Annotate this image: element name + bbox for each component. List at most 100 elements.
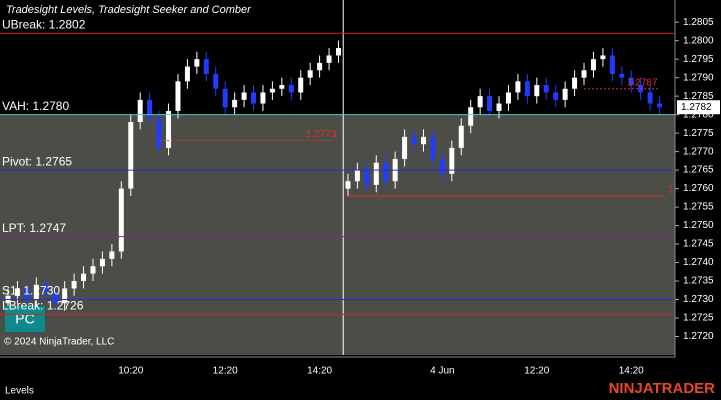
candle-body bbox=[326, 55, 332, 63]
candle-body bbox=[420, 136, 426, 145]
candle-body bbox=[109, 251, 115, 259]
candle-body bbox=[468, 107, 474, 126]
y-tick-label: 1.2755 bbox=[683, 202, 714, 213]
candle-body bbox=[156, 118, 162, 148]
candle-body bbox=[317, 62, 323, 71]
level-label: S1: 1.2730 bbox=[2, 284, 60, 298]
annotation-label: 1.2787 bbox=[627, 77, 658, 88]
copyright: © 2024 NinjaTrader, LLC bbox=[4, 337, 114, 348]
pc-button-label[interactable]: PC bbox=[15, 311, 34, 327]
candle-body bbox=[241, 92, 247, 100]
last-price-label: 1.2782 bbox=[681, 102, 712, 113]
candle-body bbox=[43, 284, 49, 293]
candle-body bbox=[336, 48, 341, 56]
candle-body bbox=[251, 92, 257, 104]
y-tick-label: 1.2785 bbox=[683, 91, 714, 102]
candle-body bbox=[581, 70, 587, 78]
level-label: Pivot: 1.2765 bbox=[2, 154, 72, 168]
x-tick-label: 14:20 bbox=[619, 366, 644, 377]
annotation-label: 1 bbox=[668, 185, 674, 196]
candle-body bbox=[147, 99, 153, 119]
annotation-label: 1.2773 bbox=[306, 129, 337, 140]
level-label: LPT: 1.2747 bbox=[2, 221, 66, 235]
candle-body bbox=[373, 162, 379, 185]
candle-body bbox=[487, 96, 493, 111]
candle-body bbox=[298, 77, 304, 93]
y-tick-label: 1.2805 bbox=[683, 17, 714, 28]
candle-body bbox=[354, 170, 360, 182]
y-tick-label: 1.2720 bbox=[683, 331, 714, 342]
candle-body bbox=[364, 170, 370, 185]
candle-body bbox=[411, 136, 417, 145]
logo: NINJATRADER bbox=[609, 380, 716, 397]
y-tick-label: 1.2750 bbox=[683, 220, 714, 231]
candle-body bbox=[203, 59, 209, 74]
candle-body bbox=[647, 92, 653, 104]
tab-label[interactable]: Levels bbox=[5, 386, 34, 397]
y-tick-label: 1.2760 bbox=[683, 183, 714, 194]
y-tick-label: 1.2725 bbox=[683, 313, 714, 324]
candle-body bbox=[33, 284, 39, 300]
y-tick-label: 1.2790 bbox=[683, 72, 714, 83]
candle-body bbox=[572, 77, 578, 89]
value-area bbox=[0, 114, 675, 356]
candle-body bbox=[99, 258, 105, 267]
x-tick-label: 14:20 bbox=[307, 366, 332, 377]
candle-body bbox=[496, 103, 502, 111]
candle-body bbox=[14, 288, 20, 296]
x-tick-label: 4 Jun bbox=[430, 366, 454, 377]
candle-body bbox=[175, 81, 181, 111]
candle-body bbox=[534, 85, 540, 97]
candle-body bbox=[81, 273, 87, 282]
candle-body bbox=[524, 81, 530, 97]
candle-body bbox=[505, 92, 511, 104]
candle-body bbox=[118, 188, 124, 252]
candle-body bbox=[213, 73, 219, 89]
candle-body bbox=[402, 136, 408, 160]
y-tick-label: 1.2780 bbox=[683, 109, 714, 120]
candle-body bbox=[137, 99, 143, 123]
candle-body bbox=[222, 88, 228, 108]
y-tick-label: 1.2795 bbox=[683, 54, 714, 65]
candle-body bbox=[562, 88, 568, 100]
candle-body bbox=[288, 85, 294, 93]
candle-body bbox=[628, 77, 634, 86]
y-tick-label: 1.2775 bbox=[683, 128, 714, 139]
candle-body bbox=[553, 92, 559, 100]
level-label: UBreak: 1.2802 bbox=[2, 17, 86, 31]
chart-title: Tradesight Levels, Tradesight Seeker and… bbox=[6, 4, 252, 16]
y-tick-label: 1.2745 bbox=[683, 239, 714, 250]
last-price-box bbox=[677, 100, 720, 115]
candle-body bbox=[52, 292, 58, 304]
candle-body bbox=[232, 99, 238, 108]
level-label: LBreak: 1.2726 bbox=[2, 298, 84, 312]
candle-body bbox=[62, 288, 68, 304]
y-tick-label: 1.2765 bbox=[683, 165, 714, 176]
y-tick-label: 1.2800 bbox=[683, 35, 714, 46]
candle-body bbox=[345, 181, 351, 189]
pc-button[interactable] bbox=[5, 306, 45, 332]
y-tick-label: 1.2740 bbox=[683, 257, 714, 268]
candle-body bbox=[477, 96, 483, 108]
candle-body bbox=[24, 288, 30, 300]
candle-body bbox=[269, 88, 275, 93]
candle-body bbox=[515, 81, 521, 93]
candle-body bbox=[439, 159, 445, 174]
candle-body bbox=[184, 66, 190, 82]
candle-body bbox=[458, 125, 464, 148]
candle-body bbox=[307, 70, 313, 78]
candle-body bbox=[600, 55, 606, 60]
x-tick-label: 12:20 bbox=[524, 366, 549, 377]
y-tick-label: 1.2735 bbox=[683, 276, 714, 287]
candle-body bbox=[449, 147, 455, 174]
x-tick-label: 10:20 bbox=[118, 366, 143, 377]
y-tick-label: 1.2730 bbox=[683, 294, 714, 305]
candle-body bbox=[260, 92, 266, 104]
candle-body bbox=[543, 85, 549, 93]
candle-body bbox=[128, 122, 134, 189]
candle-body bbox=[71, 281, 77, 289]
candle-body bbox=[166, 110, 172, 148]
candle-body bbox=[430, 136, 436, 160]
candle-body bbox=[657, 103, 663, 108]
